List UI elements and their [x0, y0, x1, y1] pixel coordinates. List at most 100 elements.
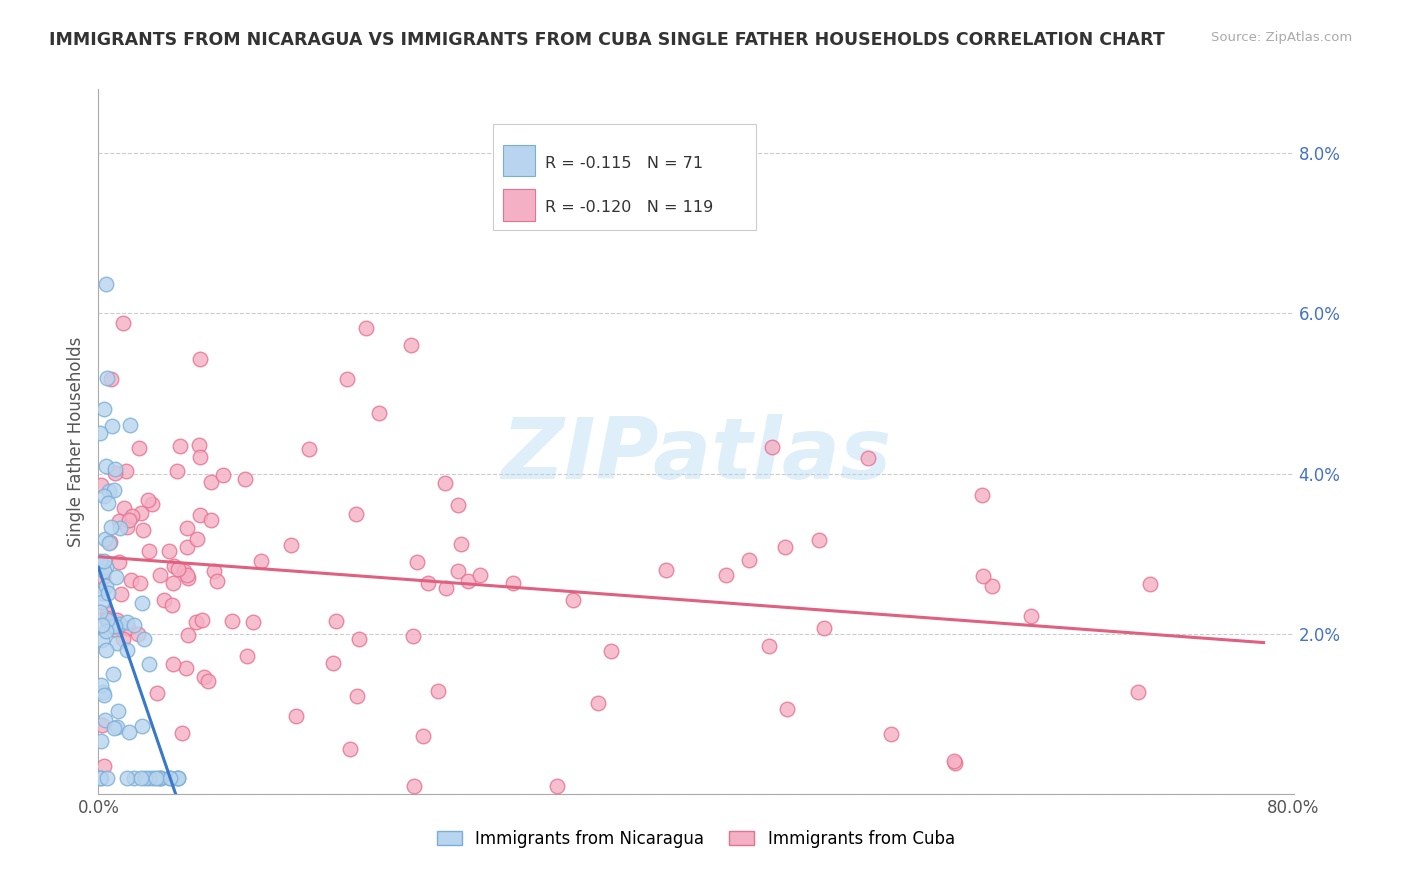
Point: [115, 615, 138, 629]
Point: [105, 623, 128, 637]
Point: [136, 492, 159, 507]
Point: [167, 771, 190, 785]
Point: [132, 632, 155, 646]
Point: [96, 560, 118, 574]
Point: [193, 670, 215, 684]
Point: [118, 513, 141, 527]
Point: [205, 574, 228, 588]
Point: [297, 442, 319, 456]
Point: [120, 573, 142, 587]
Point: [91, 586, 114, 600]
Text: R = -0.115   N = 71: R = -0.115 N = 71: [546, 156, 703, 171]
Point: [943, 756, 966, 770]
Point: [93, 489, 115, 503]
Point: [100, 371, 122, 385]
Point: [367, 406, 389, 420]
Point: [336, 372, 359, 386]
Point: [356, 321, 378, 335]
Point: [346, 690, 368, 704]
Point: [142, 771, 165, 785]
Point: [100, 519, 122, 533]
Point: [280, 538, 302, 552]
Point: [166, 771, 188, 785]
Point: [108, 514, 131, 528]
Legend: Immigrants from Nicaragua, Immigrants from Cuba: Immigrants from Nicaragua, Immigrants fr…: [429, 822, 963, 856]
Point: [190, 613, 212, 627]
Point: [90, 678, 112, 692]
Point: [104, 462, 127, 476]
Point: [141, 497, 163, 511]
Point: [115, 520, 138, 534]
Point: [807, 533, 830, 547]
Point: [138, 771, 160, 785]
Point: [105, 635, 128, 649]
Point: [93, 565, 115, 579]
Point: [105, 613, 128, 627]
Point: [149, 568, 172, 582]
Point: [406, 555, 429, 569]
Point: [980, 578, 1002, 592]
Point: [96, 611, 118, 625]
Point: [91, 618, 114, 632]
Point: [97, 586, 120, 600]
Point: [93, 401, 115, 416]
Point: [96, 371, 118, 385]
Point: [502, 576, 524, 591]
Point: [166, 464, 188, 478]
Point: [468, 568, 491, 582]
Point: [970, 488, 993, 502]
Point: [117, 621, 139, 635]
Point: [94, 642, 117, 657]
Text: Source: ZipAtlas.com: Source: ZipAtlas.com: [1212, 31, 1353, 45]
Point: [546, 779, 568, 793]
Point: [96, 458, 118, 473]
Point: [166, 771, 188, 785]
Point: [190, 450, 212, 464]
Point: [325, 614, 347, 628]
Point: [134, 771, 156, 785]
Point: [339, 741, 361, 756]
Point: [138, 657, 160, 671]
Point: [880, 727, 903, 741]
Point: [89, 605, 111, 619]
Point: [447, 498, 470, 512]
Point: [131, 596, 153, 610]
Point: [188, 438, 211, 452]
Point: [114, 464, 136, 478]
Point: [173, 564, 195, 578]
Point: [122, 771, 145, 785]
Point: [115, 771, 138, 785]
Point: [127, 626, 149, 640]
Point: [122, 617, 145, 632]
Point: [221, 614, 243, 628]
Point: [90, 733, 112, 747]
Point: [599, 644, 621, 658]
Point: [200, 513, 222, 527]
Point: [98, 483, 121, 498]
Text: IMMIGRANTS FROM NICARAGUA VS IMMIGRANTS FROM CUBA SINGLE FATHER HOUSEHOLDS CORRE: IMMIGRANTS FROM NICARAGUA VS IMMIGRANTS …: [49, 31, 1166, 49]
Point: [450, 536, 472, 550]
Text: ZIPatlas: ZIPatlas: [501, 414, 891, 497]
Point: [94, 579, 117, 593]
Y-axis label: Single Father Households: Single Father Households: [67, 336, 86, 547]
Point: [162, 576, 184, 591]
Point: [776, 702, 799, 716]
Point: [174, 660, 197, 674]
Point: [104, 569, 127, 583]
Point: [148, 771, 170, 785]
Point: [159, 771, 181, 785]
Point: [457, 574, 479, 589]
Point: [176, 521, 198, 535]
Point: [91, 595, 114, 609]
Point: [412, 730, 434, 744]
Point: [107, 705, 129, 719]
Point: [714, 567, 737, 582]
Point: [91, 685, 114, 699]
Point: [100, 418, 122, 433]
Point: [103, 483, 125, 497]
Point: [96, 771, 118, 785]
Point: [90, 632, 112, 647]
Point: [176, 568, 198, 582]
Point: [146, 686, 169, 700]
Point: [200, 475, 222, 490]
